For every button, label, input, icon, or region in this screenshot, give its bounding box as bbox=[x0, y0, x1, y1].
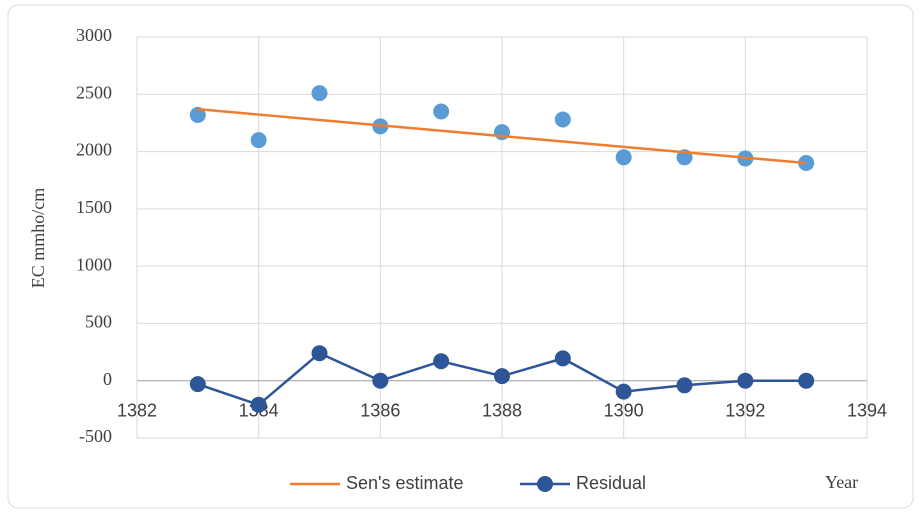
data-point bbox=[372, 372, 389, 389]
legend-label: Sen's estimate bbox=[346, 473, 464, 493]
data-point bbox=[554, 111, 571, 128]
data-point bbox=[433, 103, 450, 120]
x-axis-label: Year bbox=[825, 472, 858, 492]
y-tick-label: 500 bbox=[85, 312, 112, 332]
data-point bbox=[311, 85, 328, 102]
data-point bbox=[189, 376, 206, 393]
data-point bbox=[250, 132, 267, 149]
data-point bbox=[494, 368, 510, 385]
x-tick-label: 1392 bbox=[725, 400, 765, 420]
series-line bbox=[197, 107, 807, 165]
x-tick-label: 1386 bbox=[360, 400, 400, 420]
legend-marker bbox=[537, 476, 553, 492]
x-tick-label: 1394 bbox=[847, 400, 887, 420]
y-tick-label: 2000 bbox=[76, 140, 112, 160]
data-point bbox=[737, 372, 754, 389]
data-point bbox=[615, 149, 632, 166]
y-tick-label: -500 bbox=[79, 426, 112, 446]
data-point bbox=[615, 383, 632, 400]
legend-label: Residual bbox=[576, 473, 646, 493]
y-tick-label: 1500 bbox=[76, 197, 112, 217]
data-point bbox=[189, 106, 206, 123]
y-axis-label: EC mmho/cm bbox=[28, 188, 48, 289]
x-tick-label: 1382 bbox=[117, 400, 157, 420]
y-tick-label: 3000 bbox=[76, 25, 112, 45]
data-point bbox=[433, 353, 450, 370]
data-point bbox=[798, 372, 815, 389]
data-point bbox=[250, 396, 267, 413]
data-point bbox=[676, 377, 693, 394]
y-tick-label: 2500 bbox=[76, 82, 112, 102]
y-tick-label: 1000 bbox=[76, 254, 112, 274]
data-point bbox=[311, 345, 328, 362]
x-tick-label: 1388 bbox=[482, 400, 522, 420]
data-point bbox=[554, 350, 571, 367]
chart-frame bbox=[7, 4, 914, 509]
y-tick-label: 0 bbox=[103, 369, 112, 389]
x-tick-label: 1390 bbox=[604, 400, 644, 420]
